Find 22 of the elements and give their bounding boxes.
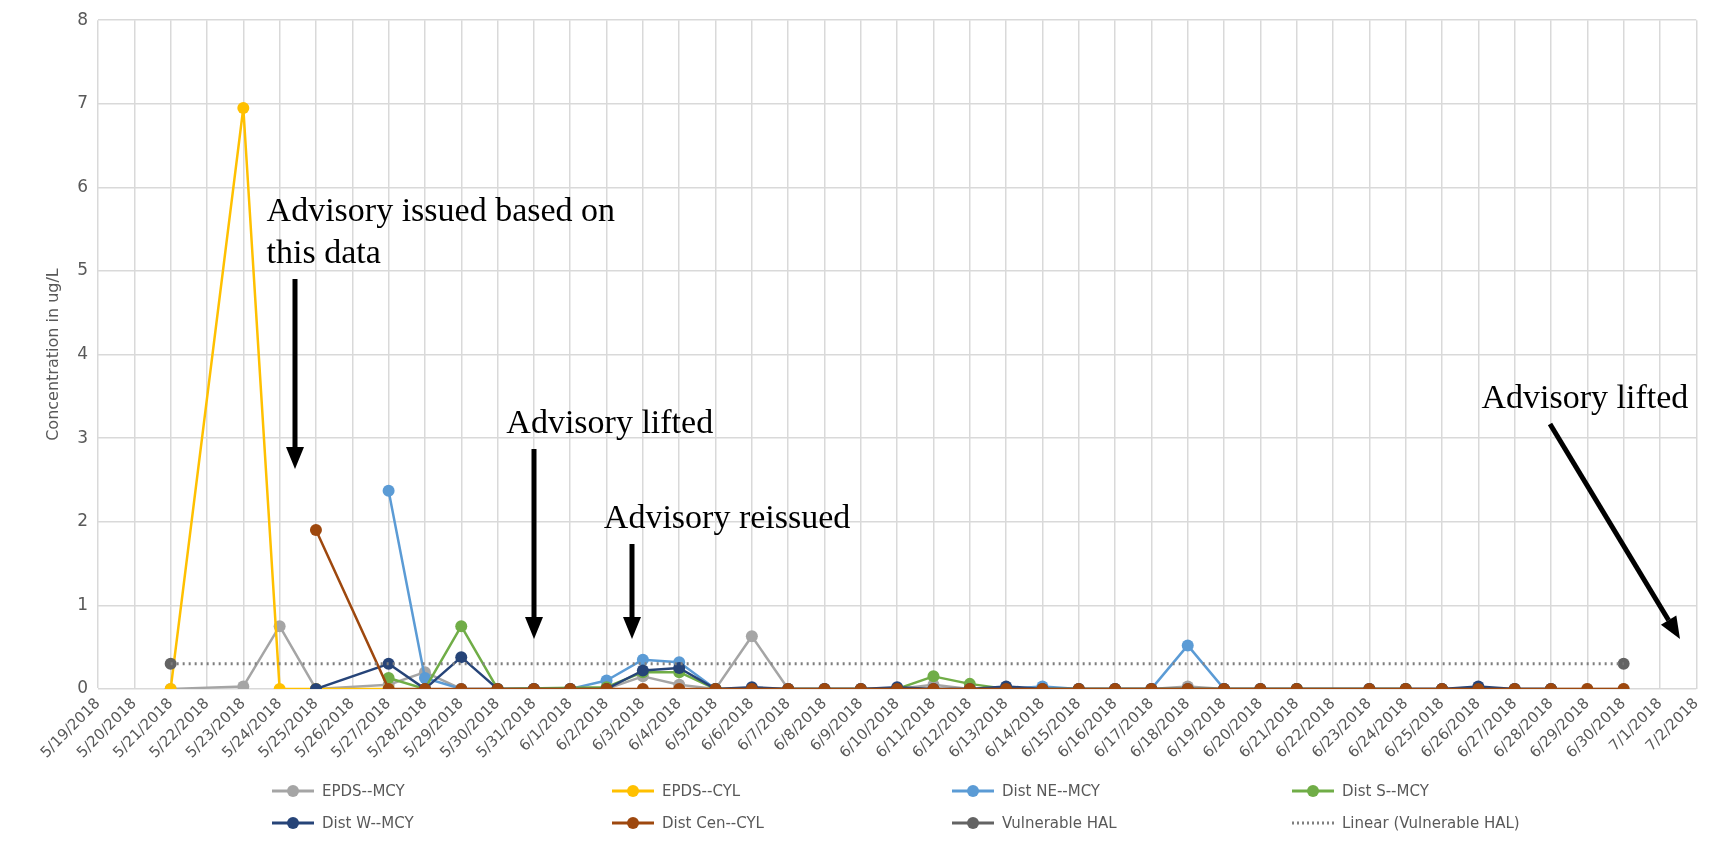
y-tick-label: 1: [77, 593, 89, 614]
y-tick-label: 6: [77, 175, 89, 196]
annotation: Advisory issued based on this data: [266, 190, 616, 270]
y-tick-label: 5: [77, 259, 89, 280]
y-axis-title: Concentration in ug/L: [42, 268, 62, 441]
legend-label: Dist W--MCY: [322, 814, 414, 832]
legend-label: EPDS--MCY: [322, 782, 405, 800]
legend-label: Dist Cen--CYL: [662, 814, 764, 832]
y-tick-label: 8: [77, 8, 89, 29]
legend-label: EPDS--CYL: [662, 782, 741, 800]
legend-label: Linear (Vulnerable HAL): [1342, 814, 1520, 832]
y-tick-label: 2: [77, 510, 89, 531]
legend-label: Vulnerable HAL: [1002, 814, 1117, 832]
annotation: Advisory lifted: [1481, 377, 1689, 415]
y-tick-label: 4: [77, 342, 89, 363]
y-tick-label: 0: [77, 677, 89, 698]
y-tick-label: 7: [77, 92, 89, 113]
annotation: Advisory lifted: [506, 402, 714, 440]
legend-label: Dist S--MCY: [1342, 782, 1429, 800]
legend-label: Dist NE--MCY: [1002, 782, 1101, 800]
annotation: Advisory reissued: [603, 497, 851, 535]
y-tick-label: 3: [77, 426, 89, 447]
